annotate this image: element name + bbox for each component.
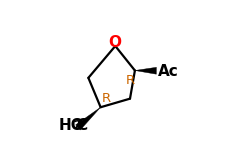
Polygon shape <box>135 67 156 74</box>
Text: O: O <box>108 35 122 50</box>
Text: Ac: Ac <box>158 64 178 79</box>
Text: R: R <box>102 92 111 105</box>
Polygon shape <box>76 107 101 130</box>
Text: C: C <box>77 118 88 133</box>
Text: 2: 2 <box>73 119 81 132</box>
Text: R: R <box>126 74 135 87</box>
Text: HO: HO <box>59 118 85 133</box>
